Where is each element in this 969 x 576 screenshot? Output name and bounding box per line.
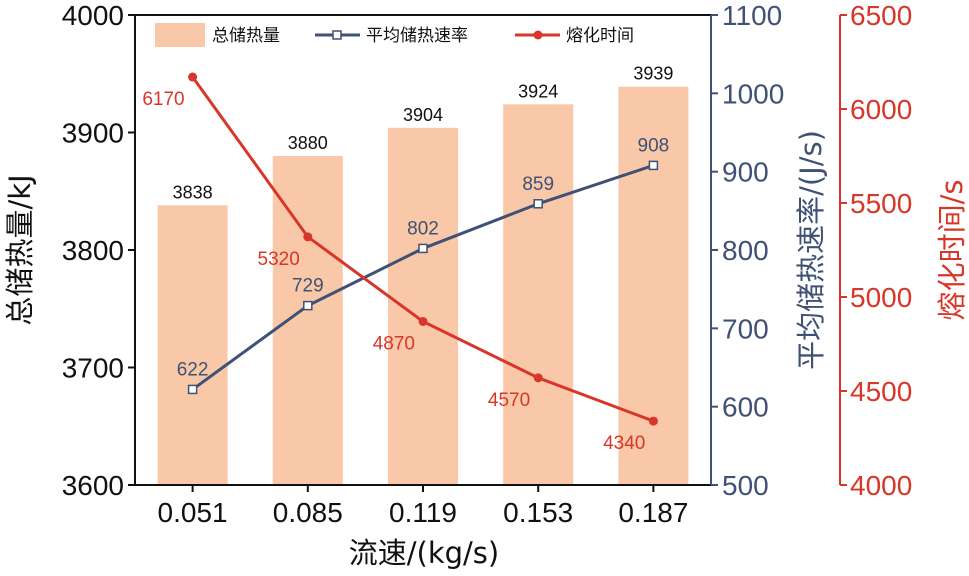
x-tick-label-4: 0.187 — [618, 497, 688, 528]
right2-tick-label-2: 5000 — [850, 282, 912, 313]
time-point-3 — [533, 373, 543, 383]
rate-point-2 — [418, 243, 428, 254]
legend-marker-line1 — [332, 30, 342, 40]
bar-label-1: 3880 — [288, 133, 328, 153]
right1-tick-label-6: 1100 — [722, 0, 782, 31]
rate-label-3: 859 — [522, 174, 554, 195]
bar-label-2: 3904 — [403, 105, 443, 125]
legend-swatch-bar — [155, 23, 205, 47]
legend-label-bar: 总储热量 — [212, 26, 280, 46]
right-axis-1-title: 平均储热速率/(J/s) — [794, 130, 828, 370]
right2-tick-label-0: 4000 — [850, 470, 912, 501]
time-point-1 — [303, 232, 313, 242]
rate-label-1: 729 — [292, 276, 324, 297]
bar-1 — [272, 156, 343, 485]
right2-tick-label-3: 5500 — [850, 188, 912, 219]
right2-tick-label-4: 6000 — [850, 94, 912, 125]
time-label-0: 6170 — [142, 89, 184, 110]
right-axis-1: 500 600 700 800 900 1000 1100 — [710, 0, 784, 501]
left-axis-title: 总储热量/kJ — [3, 174, 37, 325]
x-axis-ticks: 0.051 0.085 0.119 0.153 0.187 — [158, 485, 688, 528]
left-tick-label-4: 4000 — [62, 0, 124, 31]
bars-layer: 3838 3880 3904 3924 3939 — [157, 64, 689, 486]
left-tick-label-0: 3600 — [62, 470, 124, 501]
time-point-0 — [188, 72, 198, 82]
left-tick-label-1: 3700 — [62, 353, 124, 384]
right-axis-2-title: 熔化时间/s — [935, 180, 969, 321]
bar-3 — [503, 104, 574, 486]
bar-2 — [388, 127, 458, 486]
right1-tick-label-3: 800 — [722, 235, 769, 266]
time-point-4 — [648, 416, 658, 426]
right1-tick-label-0: 500 — [722, 470, 769, 501]
right1-tick-label-5: 1000 — [722, 78, 784, 109]
time-label-3: 4570 — [488, 390, 530, 411]
bar-label-4: 3939 — [633, 64, 673, 84]
right1-tick-label-1: 600 — [722, 392, 769, 423]
right-axis-2: 4000 4500 5000 5500 6000 6500 — [839, 0, 912, 501]
bar-label-3: 3924 — [518, 81, 558, 101]
rate-point-4 — [648, 160, 659, 171]
left-tick-label-3: 3900 — [62, 118, 124, 149]
right1-tick-label-2: 700 — [722, 313, 769, 344]
time-label-2: 4870 — [373, 333, 415, 354]
rate-label-2: 802 — [407, 218, 439, 239]
x-tick-label-1: 0.085 — [273, 497, 343, 528]
rate-point-1 — [303, 300, 313, 311]
right1-tick-label-4: 900 — [722, 157, 769, 188]
rate-label-4: 908 — [638, 135, 670, 156]
time-label-1: 5320 — [258, 249, 300, 270]
x-tick-label-3: 0.153 — [503, 497, 573, 528]
x-tick-label-2: 0.119 — [389, 497, 457, 528]
legend-label-line1: 平均储热速率 — [366, 26, 468, 46]
x-axis-title: 流速/(kg/s) — [349, 536, 499, 570]
left-axis-ticks: 3600 3700 3800 3900 4000 — [62, 0, 135, 501]
bar-label-0: 3838 — [173, 182, 213, 202]
legend-label-line2: 熔化时间 — [566, 26, 634, 46]
right2-tick-label-5: 6500 — [850, 0, 912, 31]
rate-point-3 — [533, 199, 543, 209]
rate-label-0: 622 — [177, 359, 209, 380]
time-label-4: 4340 — [603, 433, 645, 454]
lines-layer: 622 729 802 859 908 6170 5320 4870 4570 4340 — [142, 72, 670, 454]
time-point-2 — [418, 316, 428, 326]
rate-point-0 — [187, 384, 198, 395]
legend-marker-line2 — [533, 30, 543, 40]
legend: 总储热量 平均储热速率 熔化时间 — [155, 23, 634, 47]
right2-tick-label-1: 4500 — [850, 376, 912, 407]
bar-0 — [157, 205, 228, 485]
x-tick-label-0: 0.051 — [158, 497, 228, 528]
left-tick-label-2: 3800 — [62, 235, 124, 266]
